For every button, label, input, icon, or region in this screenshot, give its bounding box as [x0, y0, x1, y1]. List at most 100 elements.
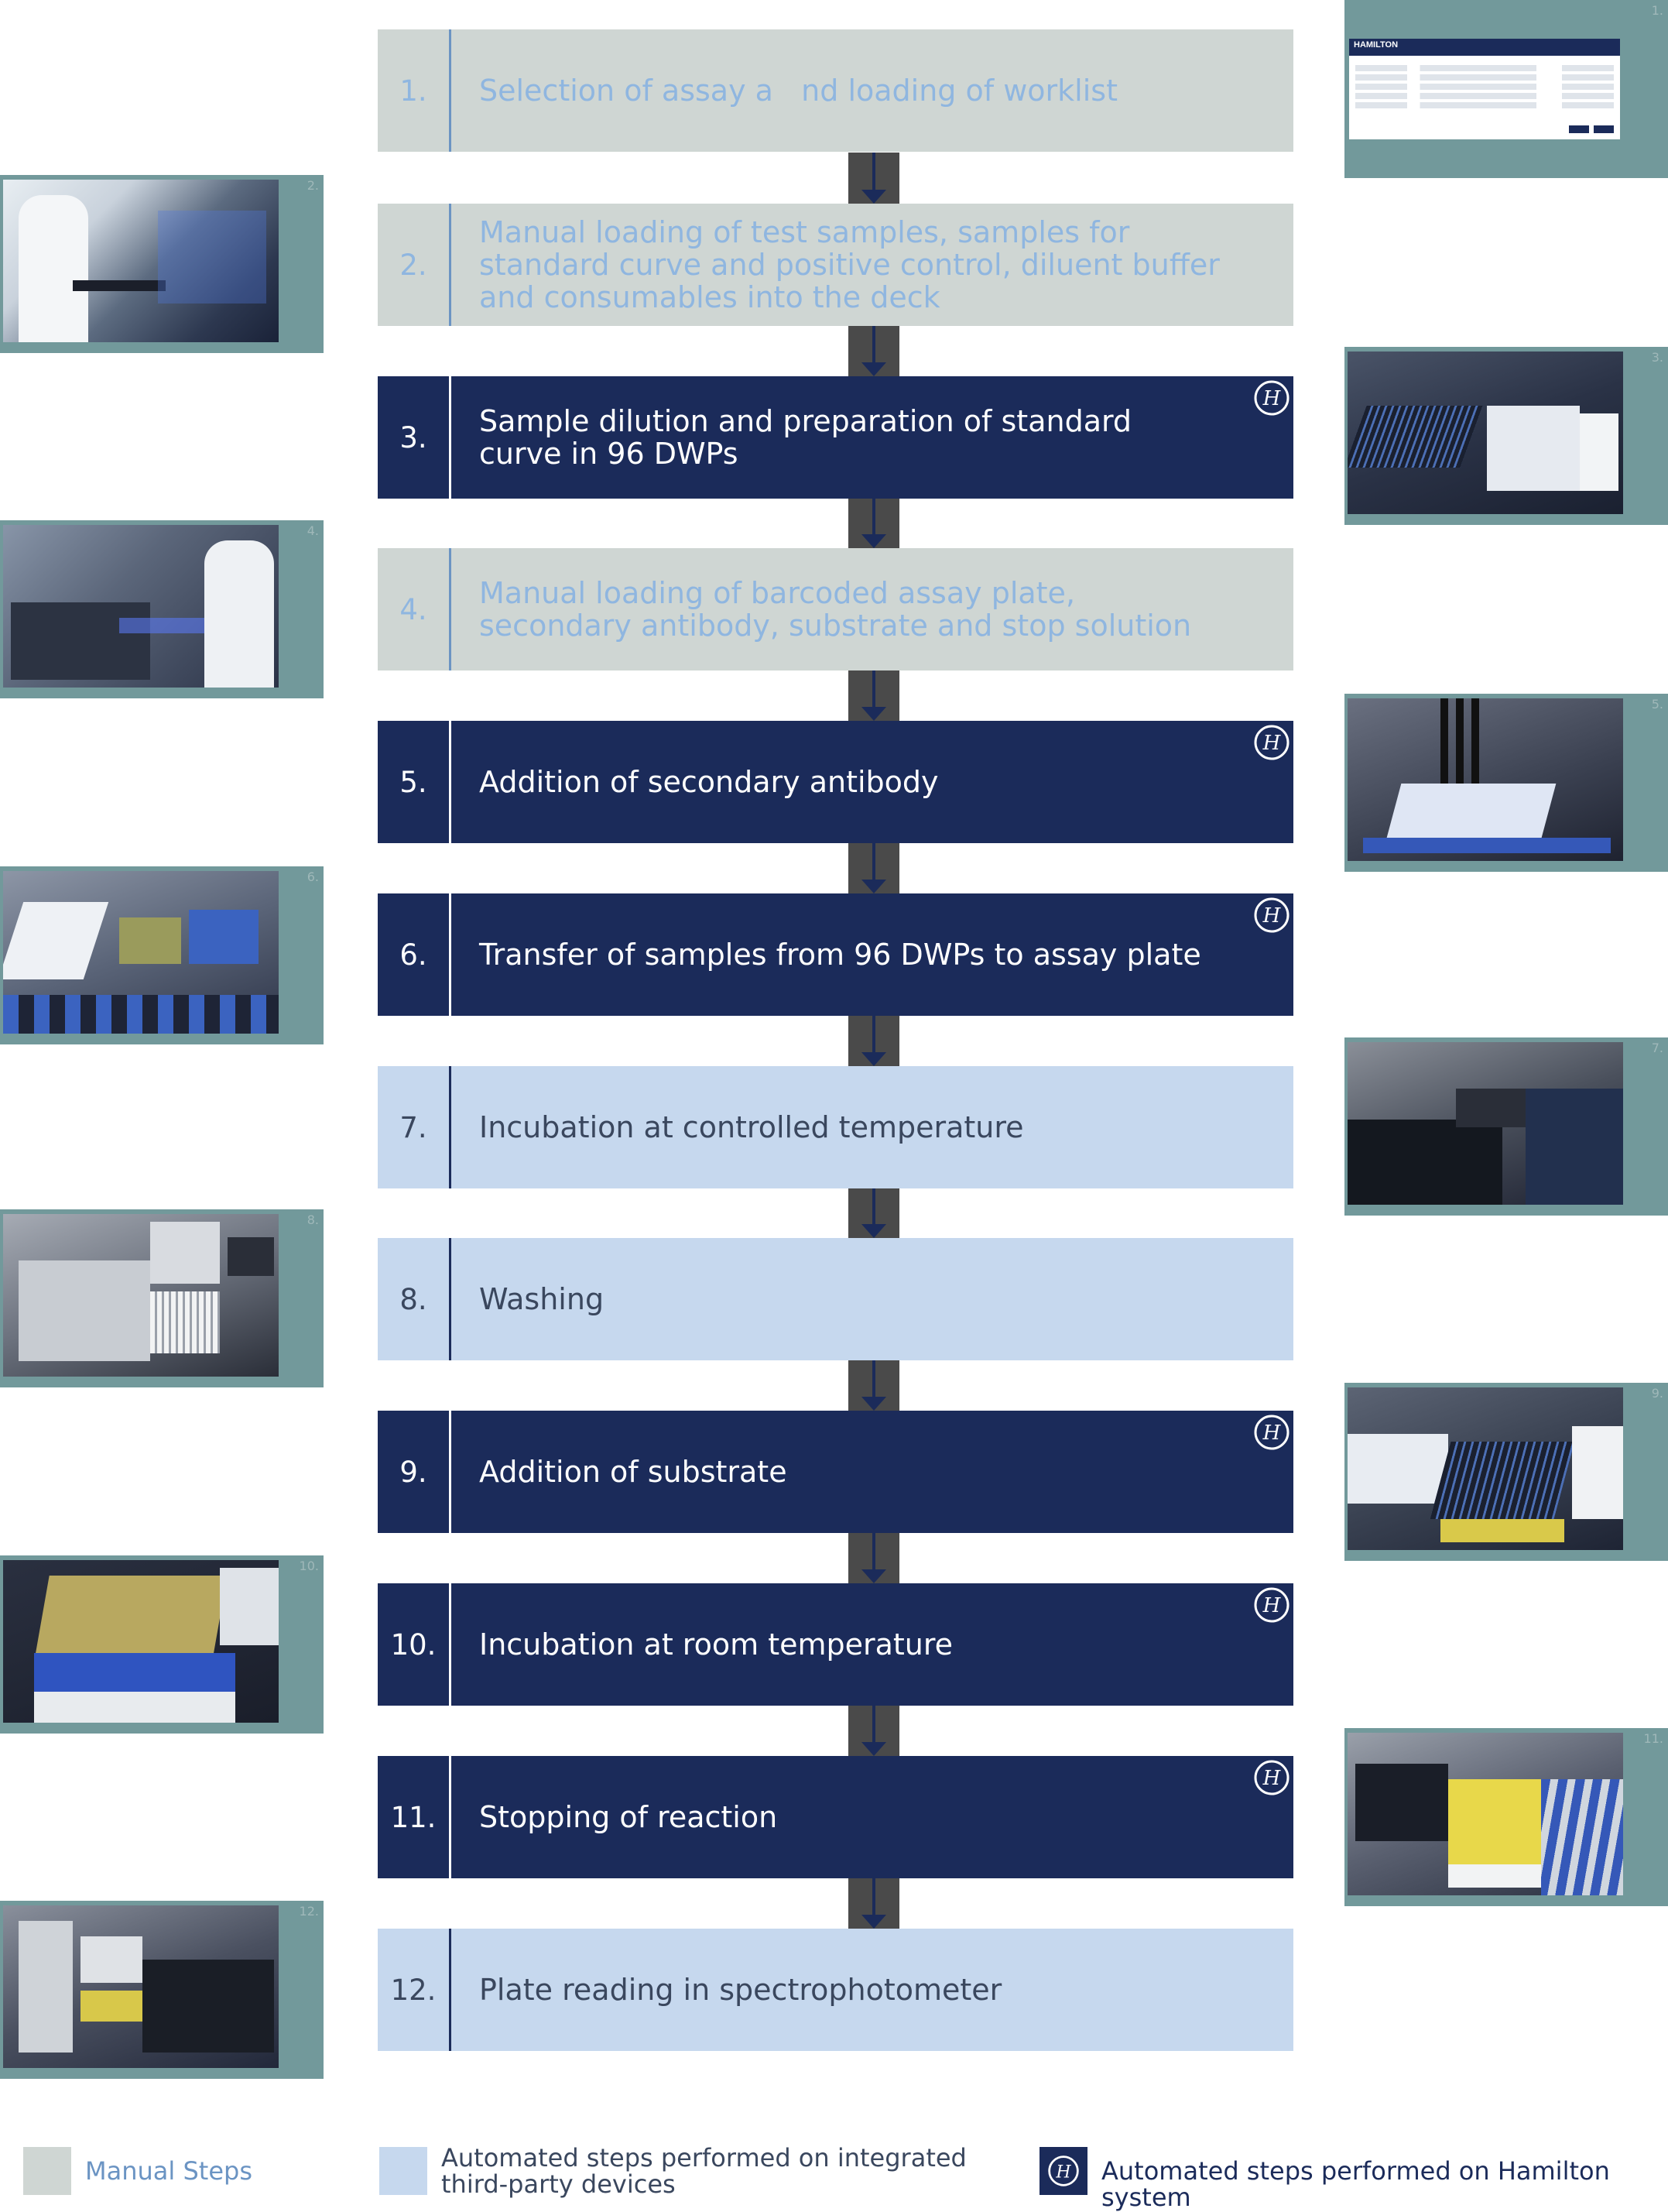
step-divider [449, 1066, 451, 1188]
step-10: 10. Incubation at room temperature H [378, 1583, 1293, 1706]
step-1: 1. Selection of assay a nd loading of wo… [378, 29, 1293, 152]
step-number: 6. [399, 938, 427, 972]
step-divider [449, 548, 451, 670]
step-text: Selection of assay a nd loading of workl… [479, 74, 1118, 108]
arrow-down-icon [861, 1569, 886, 1583]
photo-index: 1. [1651, 3, 1663, 18]
step-text: Addition of secondary antibody [479, 765, 939, 799]
step-number: 11. [390, 1800, 437, 1834]
arrow-down-icon [861, 707, 886, 721]
step-number: 1. [399, 74, 427, 108]
connector-2-3 [848, 325, 899, 376]
step-number: 9. [399, 1455, 427, 1489]
lab-photo [3, 525, 279, 688]
software-buttons [1569, 125, 1614, 133]
arrow-down-icon [861, 362, 886, 376]
hamilton-h-icon: H [1048, 2155, 1079, 2186]
step-number: 4. [399, 592, 427, 626]
connector-6-7 [848, 1015, 899, 1066]
photo-12-plate-reading: 12. [0, 1901, 324, 2079]
software-screenshot: HAMILTON [1349, 39, 1620, 139]
connector-3-4 [848, 497, 899, 548]
step-6: 6. Transfer of samples from 96 DWPs to a… [378, 893, 1293, 1016]
svg-text:H: H [1055, 2162, 1071, 2182]
lab-photo [1348, 352, 1623, 514]
photo-index: 4. [307, 523, 319, 538]
arrow-down-icon [861, 1397, 886, 1411]
step-text: Incubation at controlled temperature [479, 1110, 1024, 1144]
step-text: Manual loading of barcoded assay plate, … [479, 576, 1192, 643]
step-text: Washing [479, 1282, 605, 1316]
step-divider [449, 1583, 451, 1706]
step-number: 10. [390, 1627, 437, 1662]
svg-text:H: H [1262, 732, 1282, 755]
lab-photo [3, 180, 279, 342]
software-form-rows [1349, 56, 1620, 108]
arrow-down-icon [861, 880, 886, 893]
photo-6-transfer: 6. [0, 866, 324, 1044]
step-5: 5. Addition of secondary antibody H [378, 721, 1293, 843]
step-text: Transfer of samples from 96 DWPs to assa… [479, 938, 1201, 972]
step-2: 2. Manual loading of test samples, sampl… [378, 204, 1293, 326]
svg-text:H: H [1262, 904, 1282, 928]
legend-swatch-manual [23, 2147, 71, 2195]
step-number: 2. [399, 248, 427, 282]
photo-9-substrate: 9. [1344, 1383, 1668, 1561]
step-12: 12. Plate reading in spectrophotometer [378, 1929, 1293, 2051]
svg-text:H: H [1262, 387, 1282, 410]
lab-photo [3, 871, 279, 1034]
lab-photo [1348, 1042, 1623, 1205]
step-divider [449, 893, 451, 1016]
step-divider [449, 1238, 451, 1360]
lab-photo [1348, 1387, 1623, 1550]
lab-photo [1348, 1733, 1623, 1895]
legend-label-hamilton: Automated steps performed on Hamilton sy… [1101, 2156, 1610, 2212]
step-text: Plate reading in spectrophotometer [479, 1973, 1002, 2007]
step-divider [449, 1411, 451, 1533]
step-divider [449, 376, 451, 499]
step-divider [449, 29, 451, 152]
photo-index: 8. [307, 1212, 319, 1227]
photo-index: 10. [299, 1559, 319, 1573]
lab-photo [3, 1214, 279, 1377]
hamilton-h-icon: H [1254, 380, 1290, 416]
connector-10-11 [848, 1705, 899, 1756]
photo-4-manual-loading: 4. [0, 520, 324, 698]
connector-9-10 [848, 1532, 899, 1583]
photo-index: 2. [307, 178, 319, 193]
photo-index: 12. [299, 1904, 319, 1919]
step-text: Sample dilution and preparation of stand… [479, 404, 1132, 471]
step-text: Stopping of reaction [479, 1800, 778, 1834]
connector-11-12 [848, 1878, 899, 1929]
photo-index: 6. [307, 869, 319, 884]
arrow-down-icon [861, 534, 886, 548]
connector-1-2 [848, 153, 899, 204]
hamilton-h-icon: H [1254, 1587, 1290, 1623]
photo-5-secondary-antibody: 5. [1344, 694, 1668, 872]
photo-2-manual-loading: 2. [0, 175, 324, 353]
connector-4-5 [848, 670, 899, 721]
step-text: Incubation at room temperature [479, 1627, 954, 1662]
step-11: 11. Stopping of reaction H [378, 1756, 1293, 1878]
connector-5-6 [848, 842, 899, 893]
hamilton-h-icon: H [1254, 1760, 1290, 1795]
photo-1-worklist-screenshot: HAMILTON 1. [1344, 0, 1668, 178]
photo-8-washing: 8. [0, 1209, 324, 1387]
step-7: 7. Incubation at controlled temperature [378, 1066, 1293, 1188]
photo-index: 11. [1643, 1731, 1663, 1746]
photo-index: 5. [1651, 697, 1663, 712]
legend-swatch-hamilton: H [1040, 2147, 1087, 2195]
step-divider [449, 204, 451, 326]
step-number: 12. [390, 1973, 437, 2007]
step-divider [449, 721, 451, 843]
step-number: 5. [399, 765, 427, 799]
step-text: Manual loading of test samples, samples … [479, 215, 1220, 314]
svg-text:H: H [1262, 1767, 1282, 1790]
step-4: 4. Manual loading of barcoded assay plat… [378, 548, 1293, 670]
step-number: 3. [399, 420, 427, 454]
lab-photo [1348, 698, 1623, 861]
connector-7-8 [848, 1187, 899, 1238]
photo-10-incubation-room-temp: 10. [0, 1555, 324, 1734]
legend-label-thirdparty: Automated steps performed on integrated … [441, 2143, 967, 2199]
lab-photo [3, 1905, 279, 2068]
